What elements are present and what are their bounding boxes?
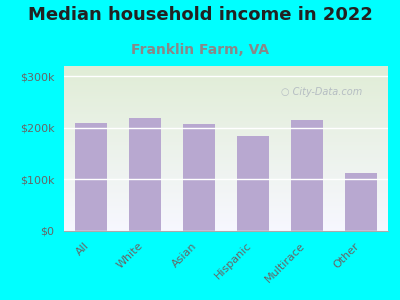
Bar [183, 124, 215, 231]
Bar [291, 120, 323, 231]
Bar [237, 136, 269, 231]
Bar [345, 173, 377, 231]
Text: Median household income in 2022: Median household income in 2022 [28, 6, 372, 24]
Bar [75, 123, 107, 231]
Text: ○ City-Data.com: ○ City-Data.com [281, 87, 362, 98]
Bar [129, 118, 161, 231]
Text: Franklin Farm, VA: Franklin Farm, VA [131, 44, 269, 58]
